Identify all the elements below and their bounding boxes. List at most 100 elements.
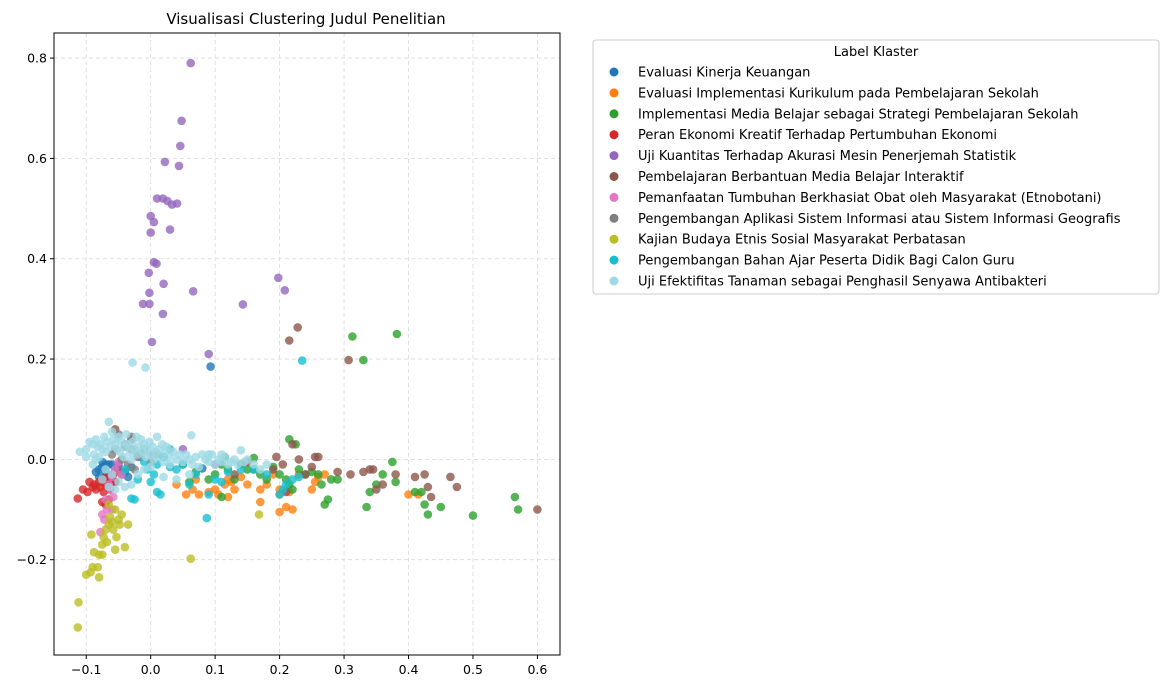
data-point — [172, 475, 181, 484]
data-point — [294, 465, 304, 474]
data-point — [178, 457, 188, 467]
data-point — [446, 472, 455, 482]
data-point — [162, 442, 172, 452]
data-point — [510, 492, 520, 502]
data-point — [365, 487, 375, 497]
data-point — [112, 532, 121, 542]
y-tick-label: 0.4 — [27, 251, 47, 266]
legend-label: Pemanfaatan Tumbuhan Berkhasiat Obat ole… — [638, 191, 1102, 206]
legend-marker — [609, 213, 619, 223]
data-point — [236, 446, 246, 455]
data-point — [362, 502, 371, 512]
legend-frame — [592, 39, 1160, 295]
data-point — [378, 470, 388, 479]
data-point — [223, 467, 233, 477]
data-point — [323, 495, 333, 504]
data-point — [73, 494, 83, 503]
data-point — [120, 482, 130, 492]
legend-label: Peran Ekonomi Kreatif Terhadap Pertumbuh… — [638, 128, 997, 143]
data-point — [344, 355, 353, 365]
data-point — [185, 470, 194, 479]
data-point — [146, 462, 155, 472]
data-point — [191, 470, 201, 479]
data-point — [138, 299, 148, 309]
data-point — [98, 475, 107, 484]
data-point — [294, 455, 304, 464]
data-point — [307, 462, 317, 472]
x-tick-label: 0.2 — [270, 662, 290, 677]
data-point — [326, 475, 336, 484]
data-point — [288, 505, 297, 514]
data-point — [262, 460, 272, 469]
data-point — [417, 487, 426, 497]
legend-label: Uji Efektifitas Tanaman sebagai Penghasi… — [638, 275, 1047, 290]
data-point — [145, 299, 154, 309]
data-point — [423, 482, 433, 492]
data-point — [301, 470, 310, 479]
data-point — [217, 477, 226, 487]
data-point — [109, 492, 118, 502]
data-point — [288, 440, 297, 449]
data-point — [107, 517, 117, 527]
data-point — [378, 480, 388, 489]
points-layer — [73, 58, 542, 632]
data-point — [404, 490, 413, 499]
y-tick-label: 0.8 — [27, 51, 47, 66]
data-point — [177, 116, 186, 126]
data-point — [217, 492, 226, 502]
data-point — [254, 510, 264, 519]
data-point — [191, 452, 201, 462]
data-point — [230, 470, 239, 479]
legend-label: Pengembangan Aplikasi Sistem Informasi a… — [638, 212, 1121, 227]
data-point — [275, 470, 284, 479]
data-point — [281, 480, 291, 489]
data-point — [392, 329, 402, 339]
legend-label: Uji Kuantitas Terhadap Akurasi Mesin Pen… — [638, 149, 1017, 164]
legend: Label Klaster Evaluasi Kinerja KeuanganE… — [592, 39, 1160, 295]
data-point — [187, 431, 196, 440]
data-point — [423, 510, 433, 519]
data-point — [275, 507, 284, 517]
data-point — [194, 490, 204, 499]
data-point — [368, 465, 378, 474]
data-point — [81, 452, 91, 462]
data-point — [274, 273, 283, 283]
data-point — [159, 472, 168, 482]
legend-marker — [609, 276, 619, 286]
data-point — [359, 355, 368, 365]
data-point — [110, 505, 120, 514]
x-tick-label: 0.1 — [205, 662, 225, 677]
data-point — [230, 485, 239, 494]
data-point — [468, 511, 478, 520]
data-point — [101, 465, 110, 474]
legend-label: Evaluasi Implementasi Kurikulum pada Pem… — [638, 86, 1039, 101]
legend-marker — [609, 151, 619, 161]
data-point — [243, 465, 252, 474]
grid-layer — [54, 33, 560, 655]
legend-marker — [609, 88, 619, 98]
data-point — [233, 460, 242, 469]
data-point — [314, 470, 323, 479]
data-point — [109, 525, 118, 534]
legend-items: Evaluasi Kinerja Keuangan Evaluasi Implem… — [609, 66, 1121, 290]
data-point — [107, 427, 117, 437]
data-point — [141, 363, 150, 372]
legend-label: Pengembangan Bahan Ajar Peserta Didik Ba… — [638, 254, 1015, 269]
data-point — [255, 465, 265, 474]
legend-label: Kajian Budaya Etnis Sosial Masyarakat Pe… — [638, 233, 966, 248]
data-point — [120, 542, 130, 552]
data-point — [102, 537, 112, 547]
legend-marker — [609, 109, 619, 119]
data-point — [152, 259, 161, 269]
data-point — [172, 199, 182, 208]
data-point — [152, 432, 162, 442]
data-point — [98, 510, 107, 519]
data-point — [128, 358, 137, 367]
data-point — [94, 573, 104, 582]
data-point — [268, 465, 278, 474]
legend-marker — [609, 255, 619, 265]
data-point — [249, 460, 259, 469]
data-point — [104, 500, 114, 509]
x-tick-label: 0.6 — [527, 662, 547, 677]
data-point — [307, 485, 317, 494]
